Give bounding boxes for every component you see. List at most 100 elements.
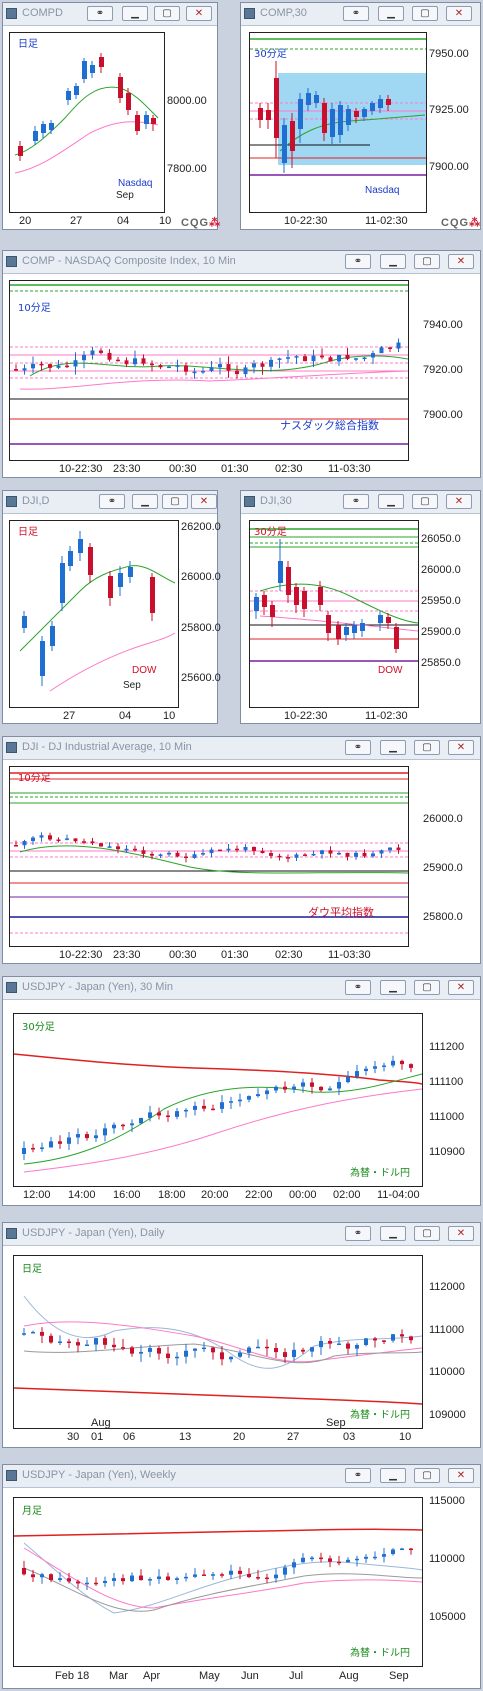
window-usdjpyd: USDJPY - Japan (Yen), Daily ⚭ ▁ ▢ ✕ 日足 為… xyxy=(2,1222,481,1448)
candle-body xyxy=(382,1554,386,1557)
link-icon[interactable]: ⚭ xyxy=(345,980,371,995)
x-tick-label: 00:30 xyxy=(169,463,197,475)
close-button[interactable]: ✕ xyxy=(446,494,472,509)
candle-body xyxy=(261,363,265,366)
maximize-button[interactable]: ▢ xyxy=(154,6,180,21)
plot-area[interactable]: 30分足 DOW xyxy=(249,520,419,708)
candle-body xyxy=(99,351,103,353)
x-tick-label: 20 xyxy=(233,1431,245,1443)
link-icon[interactable]: ⚭ xyxy=(345,740,371,755)
candle-body xyxy=(14,845,18,847)
minimize-button[interactable]: ▁ xyxy=(122,6,148,21)
titlebar[interactable]: USDJPY - Japan (Yen), Daily ⚭ ▁ ▢ ✕ xyxy=(3,1223,480,1246)
candle-body xyxy=(48,364,52,368)
plot-area[interactable]: 月足 為替・ドル円 xyxy=(13,1497,423,1667)
candle-body xyxy=(193,1349,197,1351)
plot-area[interactable]: 30分足 為替・ドル円 xyxy=(13,1013,423,1187)
titlebar[interactable]: DJI - DJ Industrial Average, 10 Min ⚭ ▁ … xyxy=(3,737,480,760)
candle-body xyxy=(409,1336,413,1340)
maximize-button[interactable]: ▢ xyxy=(412,494,438,509)
y-tick-label: 110900 xyxy=(429,1146,465,1158)
y-tick-label: 26000.0 xyxy=(423,813,463,825)
candle-body xyxy=(371,854,375,857)
minimize-button[interactable]: ▁ xyxy=(378,494,404,509)
candle-body xyxy=(346,355,350,359)
x-tick-label: 30 xyxy=(67,1431,79,1443)
period-label: 10分足 xyxy=(18,772,51,784)
candle-body xyxy=(74,360,78,366)
close-button[interactable]: ✕ xyxy=(448,1226,474,1241)
x-tick-label: 01:30 xyxy=(221,463,249,475)
link-icon[interactable]: ⚭ xyxy=(345,1226,371,1241)
candles xyxy=(22,1327,413,1365)
link-icon[interactable]: ⚭ xyxy=(87,6,113,21)
titlebar[interactable]: COMPD ⚭ ▁ ▢ ✕ xyxy=(3,3,217,26)
close-button[interactable]: ✕ xyxy=(191,494,217,509)
close-button[interactable]: ✕ xyxy=(446,6,472,21)
maximize-button[interactable]: ▢ xyxy=(414,980,440,995)
link-icon[interactable]: ⚭ xyxy=(99,494,125,509)
candle-body xyxy=(329,357,333,361)
x-tick-label: 00:30 xyxy=(169,949,197,961)
candle-body xyxy=(166,1576,170,1580)
link-icon[interactable]: ⚭ xyxy=(345,254,371,269)
close-button[interactable]: ✕ xyxy=(448,254,474,269)
minimize-button[interactable]: ▁ xyxy=(380,740,406,755)
x-tick-label: 13 xyxy=(179,1431,191,1443)
candle-body xyxy=(238,1353,242,1357)
titlebar[interactable]: USDJPY - Japan (Yen), 30 Min ⚭ ▁ ▢ ✕ xyxy=(3,977,480,1000)
candle-body xyxy=(364,1557,368,1559)
close-button[interactable]: ✕ xyxy=(448,980,474,995)
candle-body xyxy=(400,1549,404,1551)
plot-area[interactable]: 日足 DOW Sep xyxy=(9,520,179,708)
candle-body xyxy=(58,1578,62,1580)
titlebar[interactable]: COMP - NASDAQ Composite Index, 10 Min ⚭ … xyxy=(3,251,480,274)
minimize-button[interactable]: ▁ xyxy=(378,6,404,21)
plot-area[interactable]: 30分足 Nasdaq xyxy=(249,32,427,213)
minimize-button[interactable]: ▁ xyxy=(132,494,158,509)
plot-area[interactable]: 10分足 ダウ平均指数 xyxy=(9,766,409,947)
candle-body xyxy=(269,360,273,367)
titlebar[interactable]: COMP,30 ⚭ ▁ ▢ ✕ xyxy=(241,3,480,26)
candle-body xyxy=(31,1574,35,1577)
minimize-button[interactable]: ▁ xyxy=(380,1226,406,1241)
titlebar[interactable]: DJI,30 ⚭ ▁ ▢ ✕ xyxy=(241,491,480,514)
candle-body xyxy=(99,843,103,846)
candle-body xyxy=(380,347,384,353)
link-icon[interactable]: ⚭ xyxy=(343,6,369,21)
candle-body xyxy=(159,854,163,856)
candle-body xyxy=(133,358,137,364)
plot-area[interactable]: 日足 為替・ドル円 xyxy=(13,1255,423,1429)
period-label: 30分足 xyxy=(254,526,287,538)
minimize-button[interactable]: ▁ xyxy=(380,980,406,995)
candle-body xyxy=(329,850,333,853)
maximize-button[interactable]: ▢ xyxy=(162,494,188,509)
link-icon[interactable]: ⚭ xyxy=(343,494,369,509)
minimize-button[interactable]: ▁ xyxy=(380,1468,406,1483)
candle-chart: 日足 為替・ドル円 xyxy=(14,1256,422,1428)
close-button[interactable]: ✕ xyxy=(448,740,474,755)
x-tick-label: 23:30 xyxy=(113,463,141,475)
link-icon[interactable]: ⚭ xyxy=(345,1468,371,1483)
candle-body xyxy=(229,1571,233,1575)
candle-body xyxy=(201,371,205,373)
close-button[interactable]: ✕ xyxy=(186,6,212,21)
titlebar[interactable]: DJI,D ⚭ ▁ ▢ ✕ xyxy=(3,491,217,514)
maximize-button[interactable]: ▢ xyxy=(414,1468,440,1483)
close-button[interactable]: ✕ xyxy=(448,1468,474,1483)
plot-area[interactable]: 日足 Nasdaq Sep xyxy=(9,32,165,213)
plot-area[interactable]: 10分足 ナスダック総合指数 xyxy=(9,280,409,461)
y-tick-label: 105000 xyxy=(429,1611,466,1623)
maximize-button[interactable]: ▢ xyxy=(414,740,440,755)
candle-body xyxy=(148,1348,152,1352)
candle-body xyxy=(157,1112,161,1115)
candle-body xyxy=(211,1574,215,1576)
maximize-button[interactable]: ▢ xyxy=(414,254,440,269)
candles xyxy=(14,832,401,862)
maximize-button[interactable]: ▢ xyxy=(414,1226,440,1241)
titlebar[interactable]: USDJPY - Japan (Yen), Weekly ⚭ ▁ ▢ ✕ xyxy=(3,1465,480,1488)
maximize-button[interactable]: ▢ xyxy=(412,6,438,21)
candle-body xyxy=(67,1138,71,1144)
candle-body xyxy=(235,849,239,851)
minimize-button[interactable]: ▁ xyxy=(380,254,406,269)
